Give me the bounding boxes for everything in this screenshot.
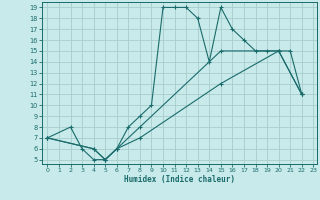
X-axis label: Humidex (Indice chaleur): Humidex (Indice chaleur) <box>124 175 235 184</box>
